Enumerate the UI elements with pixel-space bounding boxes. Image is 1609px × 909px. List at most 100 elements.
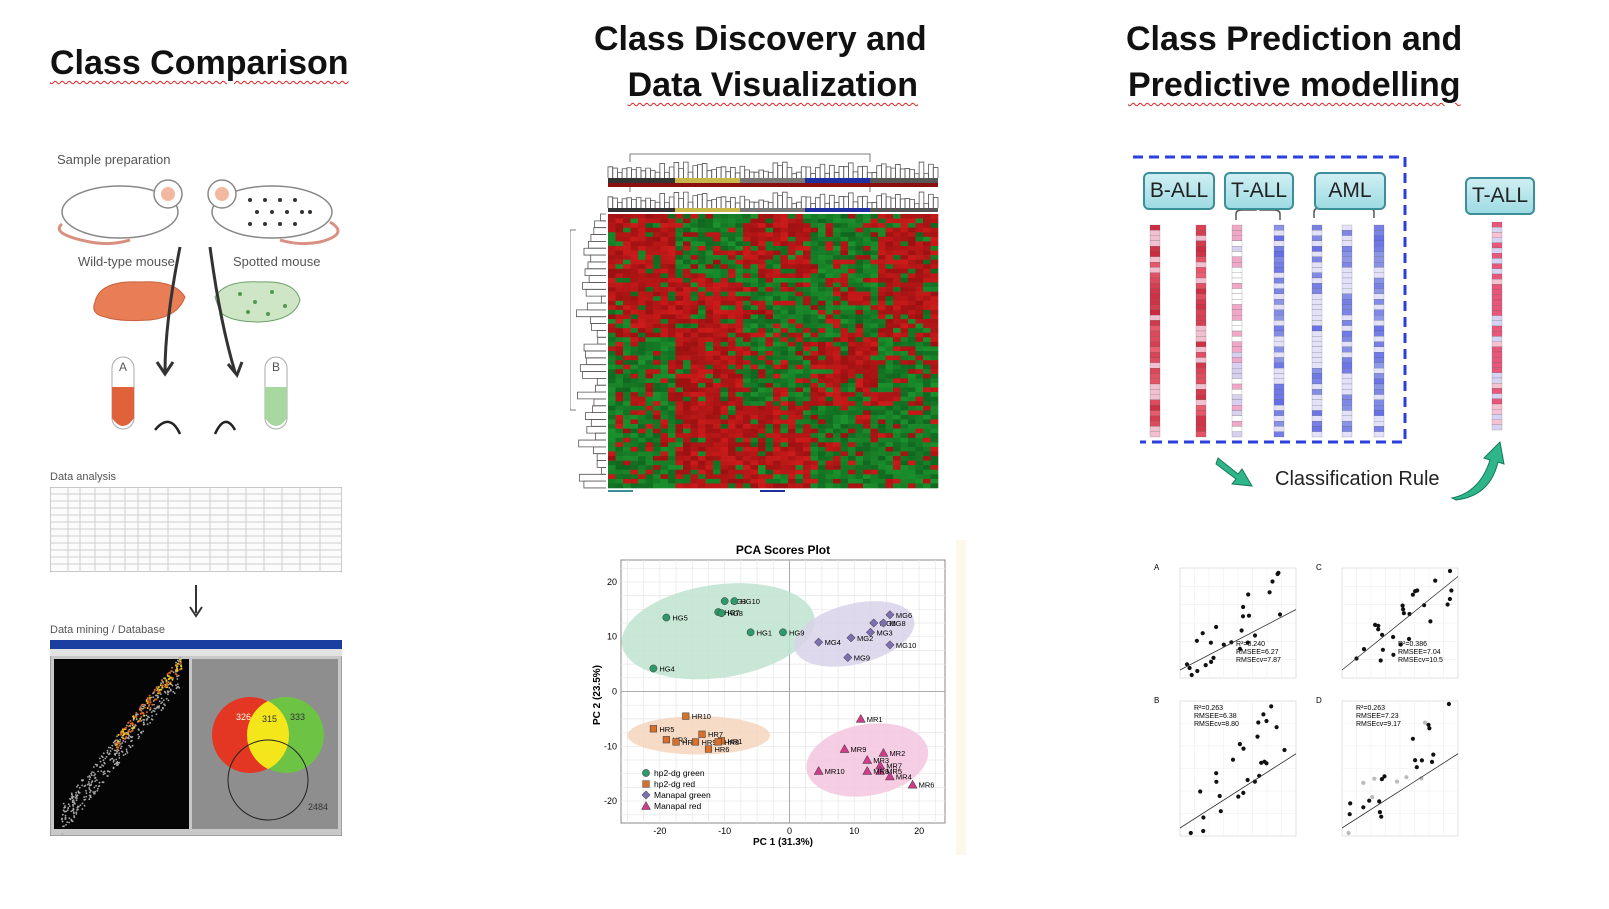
regression-point xyxy=(1404,775,1409,780)
pca-ytick: 10 xyxy=(607,632,617,642)
down-arrow-icon xyxy=(189,585,203,618)
pca-point-label: MG3 xyxy=(876,628,892,637)
pca-point-label: MR9 xyxy=(851,745,867,754)
regression-point xyxy=(1410,736,1415,741)
regression-point xyxy=(1230,757,1236,762)
heading-class-discovery-line2: Data Visualization xyxy=(627,66,918,104)
regression-point xyxy=(1380,647,1385,652)
regression-point xyxy=(1372,776,1377,781)
regression-point xyxy=(1447,568,1453,574)
regression-point xyxy=(1347,812,1352,817)
regression-point xyxy=(1373,622,1378,627)
venn-right-count: 333 xyxy=(290,712,305,722)
regression-point xyxy=(1445,602,1450,607)
pca-point xyxy=(662,613,671,622)
regression-point xyxy=(1209,659,1214,664)
regression-point xyxy=(1427,726,1432,731)
pca-point-label: MR3 xyxy=(873,756,889,765)
regression-point xyxy=(1221,642,1226,647)
regression-point xyxy=(1401,611,1406,616)
pca-xtick: -20 xyxy=(653,826,666,836)
regression-point xyxy=(1214,624,1219,630)
pca-point-label: MG10 xyxy=(896,641,916,650)
regression-point xyxy=(1269,704,1274,709)
pca-point-label: MR1 xyxy=(867,715,883,724)
regression-point xyxy=(1379,814,1384,819)
pca-title: PCA Scores Plot xyxy=(736,543,830,557)
heading-class-discovery-line1: Class Discovery and xyxy=(594,20,927,58)
pca-point xyxy=(779,628,787,637)
regression-point xyxy=(1201,815,1206,820)
regression-point xyxy=(1361,647,1367,652)
pca-point xyxy=(672,738,680,746)
regression-point xyxy=(1413,758,1418,763)
regression-point xyxy=(1431,752,1436,757)
regression-point xyxy=(1270,579,1275,584)
regression-point xyxy=(1400,603,1405,608)
pca-point xyxy=(885,640,895,650)
pca-point-label: HG9 xyxy=(789,628,804,637)
regression-point xyxy=(1274,725,1279,730)
pca-point xyxy=(862,765,873,775)
pca-legend-label: Manapal red xyxy=(654,801,702,811)
pca-point xyxy=(814,637,824,647)
pca-point xyxy=(649,725,657,733)
regression-point xyxy=(1410,592,1415,597)
pca-ytick: 0 xyxy=(612,687,617,697)
spotted-mouse-label: Spotted mouse xyxy=(233,254,321,269)
regression-point xyxy=(1377,810,1382,815)
tube-a-label: A xyxy=(119,360,128,374)
pca-point-label: MG2 xyxy=(857,634,873,643)
regression-line xyxy=(1179,753,1297,829)
regression-panel-letter: C xyxy=(1316,563,1322,572)
pca-point-label: HG7 xyxy=(724,608,739,617)
regression-point xyxy=(1419,758,1424,763)
regression-point xyxy=(1413,589,1418,594)
pca-point xyxy=(649,664,658,673)
regression-point xyxy=(1346,830,1351,836)
regression-stat: R²=0.240 xyxy=(1236,641,1265,648)
arrow-in-icon xyxy=(1215,457,1253,487)
venn-mid-count: 315 xyxy=(262,714,277,724)
regression-point xyxy=(1200,631,1205,636)
pca-legend-marker xyxy=(642,769,650,777)
pca-point-label: HR1 xyxy=(727,737,742,746)
regression-panel-letter: A xyxy=(1154,563,1160,572)
regression-panel-letter: D xyxy=(1316,696,1322,705)
pca-point xyxy=(878,747,889,757)
pca-point xyxy=(885,610,895,620)
regression-panel-letter: B xyxy=(1154,696,1159,705)
pca-point xyxy=(662,736,670,744)
regression-point xyxy=(1276,570,1281,575)
heading-class-prediction-line2: Predictive modelling xyxy=(1128,66,1461,104)
wild-type-brain-icon xyxy=(93,281,186,322)
regression-stat: R²=0.263 xyxy=(1356,705,1385,712)
pca-point-label: HR4 xyxy=(682,738,697,747)
regression-point xyxy=(1237,742,1242,747)
regression-point xyxy=(1398,642,1403,647)
regression-point xyxy=(1236,794,1241,799)
pca-xlabel: PC 1 (31.3%) xyxy=(753,837,813,848)
regression-point xyxy=(1203,663,1208,668)
venn-circle-bottom xyxy=(227,739,309,821)
regression-point xyxy=(1394,779,1400,784)
regression-line xyxy=(1341,576,1459,671)
classification-rule-label: Classification Rule xyxy=(1275,468,1440,490)
label-test-t-all: T-ALL xyxy=(1465,177,1535,215)
regression-point xyxy=(1188,830,1193,836)
pca-point xyxy=(682,712,690,720)
regression-point xyxy=(1261,712,1266,717)
label-aml: AML xyxy=(1314,172,1386,210)
tube-b-label: B xyxy=(272,360,281,374)
regression-point xyxy=(1194,638,1199,643)
pca-ytick: 20 xyxy=(607,577,617,587)
pca-point xyxy=(813,765,824,775)
regression-line xyxy=(1179,609,1297,671)
label-t-all: T-ALL xyxy=(1224,172,1294,210)
pca-point xyxy=(839,744,850,753)
pca-legend-marker xyxy=(642,780,650,788)
test-sample-column xyxy=(1491,222,1503,431)
tube-b-icon xyxy=(264,356,288,430)
regression-point xyxy=(1414,765,1419,770)
